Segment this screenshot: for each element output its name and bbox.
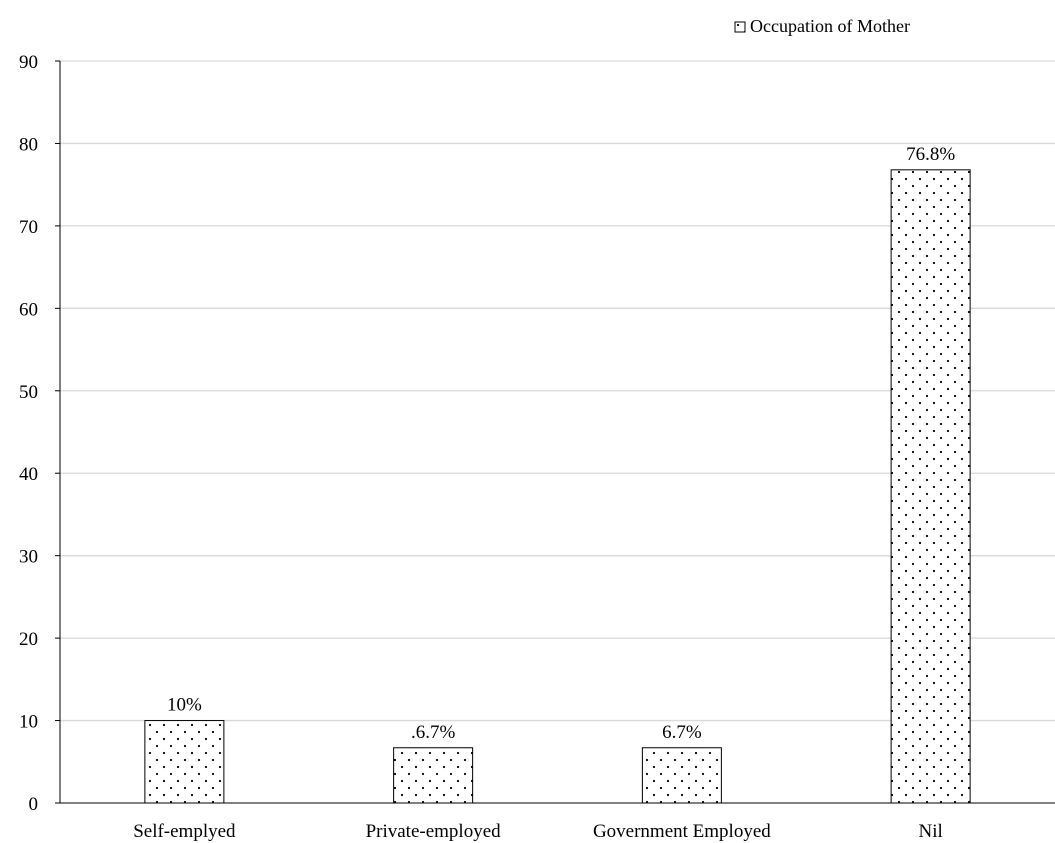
bar-private-employed: [393, 747, 474, 804]
y-tick-label: 40: [19, 464, 38, 485]
y-tick-label: 60: [19, 299, 38, 320]
y-tick-label: 80: [19, 134, 38, 155]
data-label: 10%: [167, 695, 202, 716]
y-tick-label: 10: [19, 712, 38, 733]
gridlines: [60, 60, 1055, 722]
y-tick-label: 50: [19, 382, 38, 403]
x-tick-label: Private-employed: [366, 821, 502, 842]
x-tick-label: Self-emplyed: [133, 821, 236, 842]
data-label: .6.7%: [411, 722, 456, 743]
bar-nil: [890, 169, 971, 804]
bar-self-emplyed: [144, 720, 225, 804]
y-axis-ticks: 0 10 20 30 40 50 60 70 80 90: [19, 52, 60, 815]
data-label: 76.8%: [906, 144, 955, 165]
y-tick-label: 70: [19, 217, 38, 238]
legend-swatch: [734, 21, 746, 33]
data-labels: 10% .6.7% 6.7% 76.8%: [167, 144, 955, 743]
x-axis-labels: Self-emplyed Private-employed Government E…: [133, 821, 943, 842]
legend-label: Occupation of Mother: [750, 16, 910, 36]
y-tick-label: 0: [29, 794, 39, 815]
bar-government-employed: [641, 747, 722, 804]
x-tick-label: Government Employed: [593, 821, 771, 842]
x-tick-label: Nil: [918, 821, 942, 842]
y-tick-label: 90: [19, 52, 38, 73]
bars: [144, 169, 971, 804]
data-label: 6.7%: [662, 722, 702, 743]
legend: Occupation of Mother: [734, 16, 910, 36]
y-tick-label: 20: [19, 629, 38, 650]
y-tick-label: 30: [19, 547, 38, 568]
